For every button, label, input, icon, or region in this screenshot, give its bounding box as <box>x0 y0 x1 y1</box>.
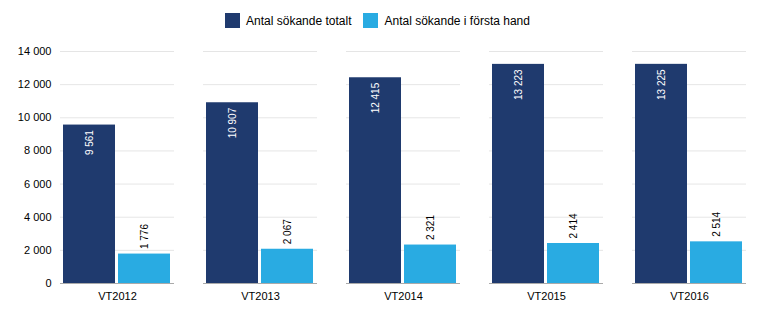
svg-text:VT2016: VT2016 <box>670 290 709 302</box>
svg-text:VT2015: VT2015 <box>527 290 566 302</box>
svg-text:VT2014: VT2014 <box>384 290 423 302</box>
svg-text:13 223: 13 223 <box>513 69 524 100</box>
svg-text:1 776: 1 776 <box>139 224 150 249</box>
svg-text:0: 0 <box>45 277 51 289</box>
svg-text:9 561: 9 561 <box>84 130 95 155</box>
svg-text:VT2013: VT2013 <box>241 290 280 302</box>
html-text:Antal sökande totalt: Antal sökande totalt <box>246 13 352 28</box>
svg-text:10 907: 10 907 <box>227 107 238 138</box>
svg-text:8 000: 8 000 <box>24 144 52 156</box>
html-text:Antal sökande i första hand: Antal sökande i första hand <box>384 13 530 28</box>
svg-text:6 000: 6 000 <box>24 178 52 190</box>
svg-text:4 000: 4 000 <box>24 211 52 223</box>
svg-text:2 414: 2 414 <box>568 213 579 238</box>
svg-text:12 000: 12 000 <box>18 78 52 90</box>
svg-text:2 000: 2 000 <box>24 244 52 256</box>
svg-text:2 067: 2 067 <box>282 219 293 244</box>
svg-text:10 000: 10 000 <box>18 111 52 123</box>
svg-text:13 225: 13 225 <box>656 69 667 100</box>
svg-text:2 514: 2 514 <box>711 211 722 236</box>
svg-text:12 415: 12 415 <box>370 82 381 113</box>
svg-text:14 000: 14 000 <box>18 45 52 57</box>
svg-text:VT2012: VT2012 <box>98 290 137 302</box>
svg-text:2 321: 2 321 <box>425 215 436 240</box>
